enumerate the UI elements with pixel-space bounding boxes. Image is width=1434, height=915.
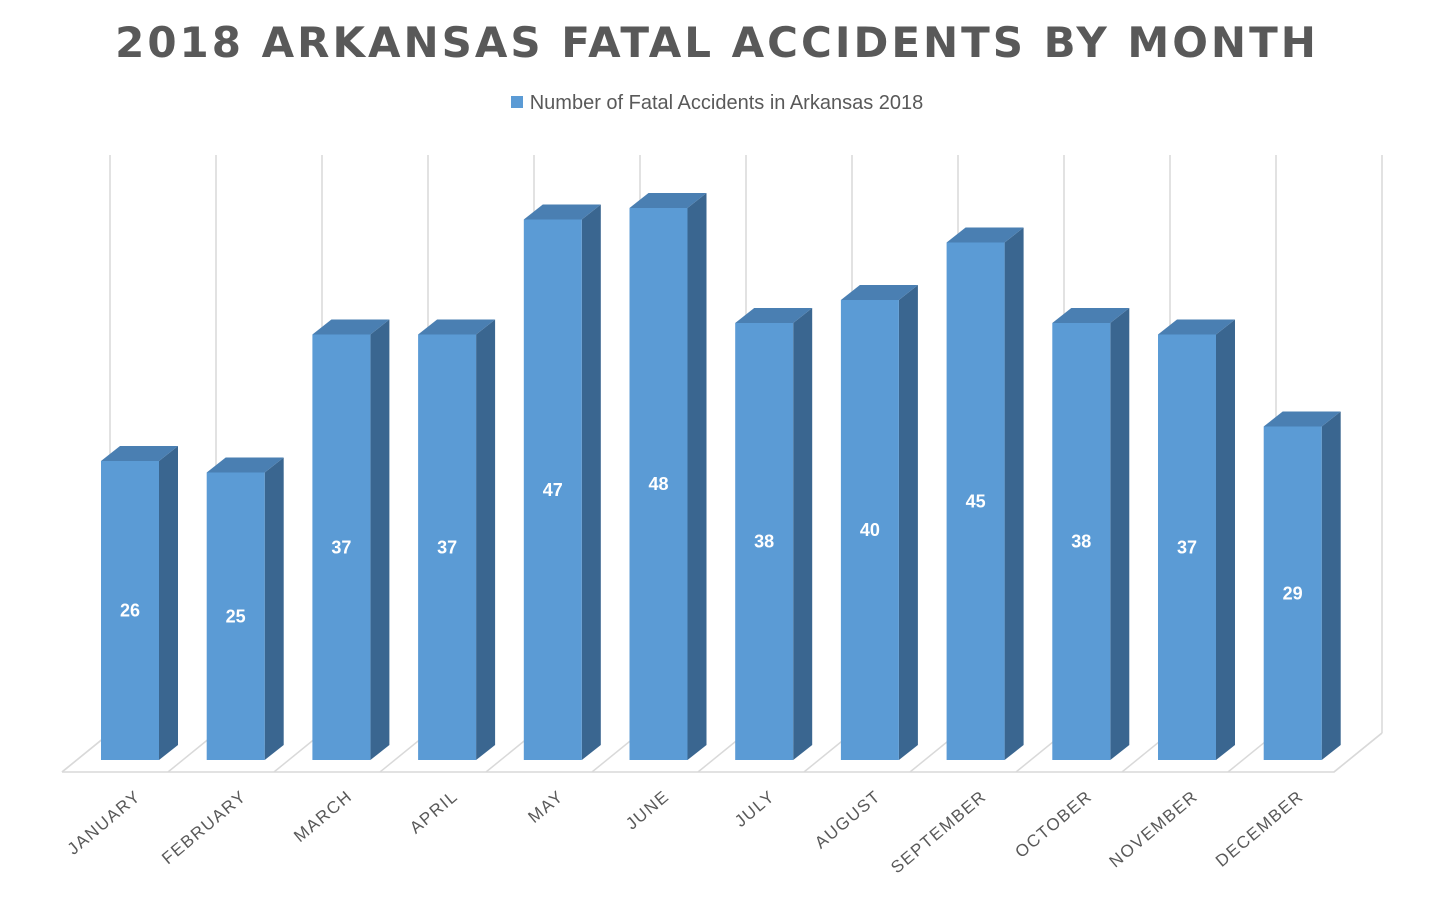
- bar-side: [1216, 319, 1235, 760]
- bar-front: [1052, 323, 1111, 760]
- data-label-january: 26: [120, 601, 140, 621]
- bar-top: [946, 227, 1024, 243]
- tick-label-december: DECEMBER: [1212, 787, 1307, 871]
- bar-august: [840, 285, 918, 760]
- bar-side: [581, 204, 601, 760]
- data-label-october: 38: [1071, 532, 1091, 552]
- bar-front: [735, 323, 794, 760]
- tick-label-november: NOVEMBER: [1106, 787, 1202, 872]
- bar-side: [476, 319, 496, 760]
- bar-side: [687, 193, 707, 760]
- bar-side: [1110, 308, 1130, 760]
- bar-side: [370, 319, 390, 760]
- tick-label-september: SEPTEMBER: [887, 787, 990, 878]
- legend-label: Number of Fatal Accidents in Arkansas 20…: [529, 92, 924, 114]
- bar-january: [101, 446, 178, 760]
- bar-may: [523, 204, 601, 760]
- data-label-december: 29: [1283, 583, 1303, 603]
- bar-october: [1052, 308, 1130, 760]
- bar-top: [1158, 319, 1235, 335]
- data-label-march: 37: [331, 537, 351, 557]
- bar-june: [629, 193, 707, 760]
- bar-front: [1263, 426, 1322, 760]
- bar-front: [840, 300, 899, 760]
- bar-front: [1158, 334, 1216, 760]
- bar-front: [946, 242, 1005, 760]
- bar-july: [735, 308, 813, 760]
- bar-front: [206, 472, 265, 760]
- bar-front: [418, 334, 477, 760]
- data-label-november: 37: [1177, 537, 1197, 557]
- data-label-april: 37: [437, 537, 457, 557]
- tick-label-march: MARCH: [290, 787, 356, 846]
- tick-label-february: FEBRUARY: [158, 787, 250, 869]
- bar-september: [946, 227, 1024, 760]
- data-label-july: 38: [754, 532, 774, 552]
- tick-label-april: APRIL: [406, 787, 462, 838]
- bar-top: [1052, 308, 1130, 323]
- bar-april: [418, 319, 496, 760]
- legend-swatch: [510, 96, 523, 108]
- legend: Number of Fatal Accidents in Arkansas 20…: [0, 92, 1434, 115]
- bar-top: [1263, 411, 1341, 427]
- bar-december: [1263, 411, 1341, 760]
- bar-front: [312, 334, 371, 760]
- bar-top: [735, 308, 813, 323]
- bars: [101, 193, 1341, 760]
- bar-front: [629, 208, 688, 760]
- data-labels: 26 25 37 37 47 48 38 40 45 38 37 29: [120, 474, 1303, 626]
- tick-label-october: OCTOBER: [1011, 787, 1095, 862]
- data-label-june: 48: [648, 474, 668, 494]
- bar-top: [629, 193, 707, 208]
- tick-label-june: JUNE: [622, 787, 673, 834]
- bar-top: [840, 285, 918, 300]
- tick-label-july: JULY: [731, 787, 779, 831]
- tick-label-january: JANUARY: [64, 787, 145, 859]
- data-label-august: 40: [860, 520, 880, 540]
- bar-front: [101, 461, 159, 760]
- bar-side: [793, 308, 813, 760]
- data-label-february: 25: [226, 606, 246, 626]
- chart-title: 2018 ARKANSAS FATAL ACCIDENTS BY MONTH: [115, 18, 1319, 67]
- bar-top: [418, 319, 496, 335]
- floor-divider: [1333, 732, 1383, 773]
- bar-side: [159, 446, 178, 760]
- data-label-september: 45: [966, 491, 986, 511]
- category-axis: JANUARY FEBRUARY MARCH APRIL MAY JUNE JULY AUGU…: [64, 787, 1308, 878]
- bar-february: [206, 457, 284, 760]
- bar-top: [101, 446, 178, 461]
- bar-top: [312, 319, 390, 335]
- bar-side: [1004, 227, 1024, 760]
- bar-november: [1158, 319, 1235, 760]
- tick-label-may: MAY: [524, 787, 567, 827]
- bar-side: [264, 457, 284, 760]
- bar-side: [898, 285, 918, 760]
- bar-side: [1321, 411, 1341, 760]
- bar-top: [206, 457, 284, 473]
- data-label-may: 47: [543, 480, 563, 500]
- bar-front: [523, 219, 582, 760]
- bar-top: [523, 204, 601, 220]
- tick-label-august: AUGUST: [811, 787, 884, 853]
- bar-march: [312, 319, 390, 760]
